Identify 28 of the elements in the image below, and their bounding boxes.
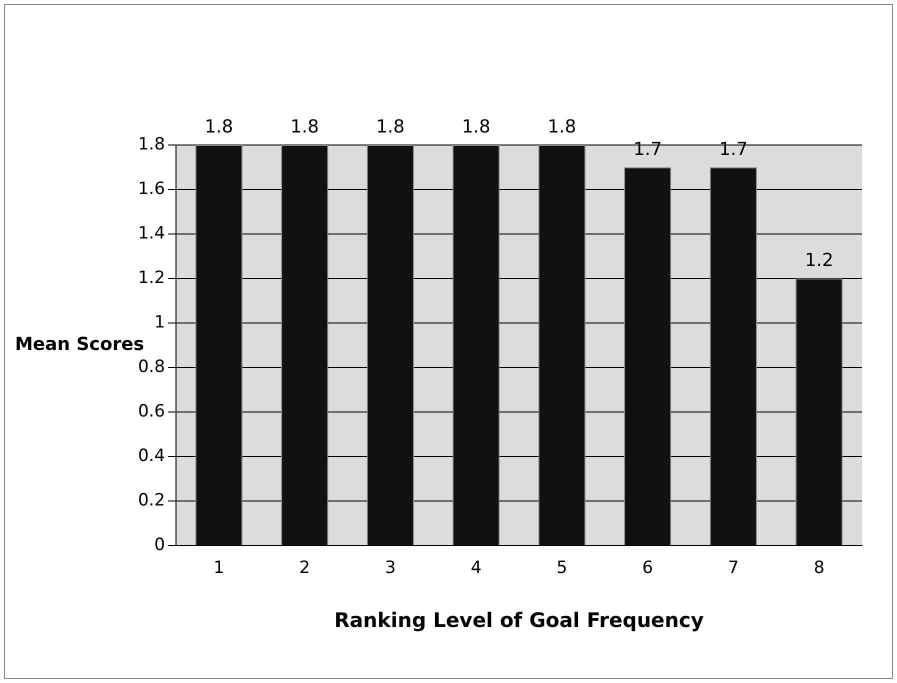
x-tick-label: 3 — [384, 558, 396, 578]
x-axis-title: Ranking Level of Goal Frequency — [334, 608, 704, 632]
y-axis-title: Mean Scores — [15, 334, 144, 355]
x-tick-label: 5 — [556, 558, 568, 578]
x-tick-label: 1 — [213, 558, 224, 578]
x-tick-label: 2 — [299, 558, 310, 578]
data-label: 1.2 — [804, 250, 834, 272]
y-tick-label: 0.2 — [138, 490, 166, 511]
data-label: 1.8 — [290, 116, 319, 138]
data-label: 1.7 — [719, 138, 748, 160]
data-label: 1.8 — [548, 116, 576, 138]
y-tick-label: 1 — [154, 312, 166, 332]
data-label: 1.8 — [204, 116, 234, 138]
y-tick-label: 0 — [154, 535, 166, 556]
y-tick-label: 1.6 — [138, 178, 166, 199]
y-tick-label: 0.4 — [138, 446, 166, 466]
y-tick-label: 1.2 — [138, 268, 166, 288]
y-tick-label: 0.8 — [138, 356, 166, 377]
data-label: 1.7 — [633, 138, 662, 160]
y-tick-label: 1.8 — [138, 134, 166, 154]
x-tick-label: 7 — [728, 558, 739, 578]
x-tick-label: 6 — [642, 558, 654, 578]
x-tick-label: 8 — [814, 558, 825, 578]
data-label: 1.8 — [462, 116, 490, 138]
x-tick-label: 4 — [470, 558, 482, 578]
data-label: 1.8 — [376, 116, 405, 138]
y-tick-label: 0.6 — [138, 401, 166, 422]
y-tick-label: 1.4 — [138, 223, 166, 244]
